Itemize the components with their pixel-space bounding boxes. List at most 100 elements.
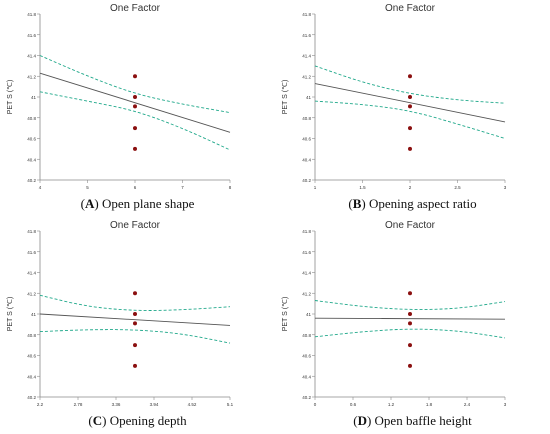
chart-panel-a: One Factor PET S (℃) 40.2 40.4 40.6 40.8 41 41.…	[0, 0, 275, 217]
data-point	[408, 104, 412, 109]
caption-text: Open baffle height	[374, 413, 472, 428]
ci-upper-curve	[314, 300, 506, 310]
data-point	[408, 95, 412, 99]
data-point	[133, 291, 137, 296]
y-axis-label: PET S (℃)	[282, 80, 289, 115]
y-tick-label: 41.6	[27, 250, 36, 255]
x-tick-label: 6	[134, 185, 137, 190]
data-point	[133, 343, 137, 348]
x-tick-label: 2.78	[74, 402, 83, 407]
data-point	[408, 312, 412, 316]
x-tick-label: 1	[314, 185, 317, 190]
data-point	[133, 126, 137, 131]
y-tick-label: 40.4	[302, 157, 311, 162]
caption-letter: B	[352, 196, 362, 211]
y-tick-label: 40.2	[27, 178, 36, 183]
x-tick-label: 2	[409, 185, 412, 190]
y-tick-label: 41.2	[27, 291, 36, 296]
y-tick-label: 41	[31, 95, 37, 100]
chart-svg-a: One Factor PET S (℃) 40.2 40.4 40.6 40.8 41 41.…	[7, 3, 232, 190]
x-tick-label: 7	[181, 185, 184, 190]
y-tick-label: 41.8	[302, 229, 311, 234]
y-tick-label: 40.2	[302, 395, 311, 400]
y-tick-label: 41.4	[302, 54, 311, 59]
data-point	[408, 321, 412, 326]
x-tick-label: 8	[229, 185, 232, 190]
chart-caption-a: (A) Open plane shape	[80, 196, 195, 211]
ci-upper-curve	[39, 294, 231, 311]
chart-caption-c: (C) Opening depth	[88, 413, 187, 428]
fit-line	[314, 83, 506, 123]
y-tick-label: 41.8	[302, 12, 311, 17]
data-point	[408, 291, 412, 296]
y-tick-label: 40.6	[27, 137, 36, 142]
x-tick-label: 3.94	[150, 402, 159, 407]
caption-letter: A	[84, 196, 95, 211]
data-point	[133, 312, 137, 316]
data-point	[408, 74, 412, 79]
chart-panel-d: One Factor PET S (℃) 40.2 40.4 40.6 40.8 41 41.…	[275, 217, 550, 434]
chart-title: One Factor	[385, 220, 436, 231]
y-tick-label: 41.2	[302, 291, 311, 296]
chart-svg-d: One Factor PET S (℃) 40.2 40.4 40.6 40.8 41 41.…	[282, 220, 507, 407]
y-axis-label: PET S (℃)	[7, 297, 14, 332]
y-tick-label: 40.2	[27, 395, 36, 400]
data-point	[408, 343, 412, 348]
caption-text: Opening depth	[109, 413, 187, 428]
y-tick-label: 41.8	[27, 229, 36, 234]
caption-text: Opening aspect ratio	[369, 196, 477, 211]
y-tick-label: 40.8	[302, 333, 311, 338]
data-point	[408, 363, 412, 368]
y-tick-label: 40.2	[302, 178, 311, 183]
chart-title: One Factor	[385, 3, 436, 14]
data-point	[133, 146, 137, 151]
y-tick-label: 40.8	[27, 116, 36, 121]
x-tick-label: 5	[86, 185, 89, 190]
y-tick-label: 41	[306, 95, 312, 100]
x-tick-label: 3	[504, 185, 507, 190]
data-point	[133, 321, 137, 326]
chart-panel-c: One Factor PET S (℃) 40.2 40.4 40.6 40.8 41 41.…	[0, 217, 275, 434]
y-tick-label: 41.2	[302, 74, 311, 79]
data-point	[408, 126, 412, 131]
y-tick-label: 40.4	[302, 374, 311, 379]
y-tick-label: 41.2	[27, 74, 36, 79]
x-tick-label: 0.6	[350, 402, 357, 407]
y-tick-label: 40.8	[27, 333, 36, 338]
caption-text: Open plane shape	[101, 196, 195, 211]
chart-caption-b: (B) Opening aspect ratio	[348, 196, 477, 211]
fit-line	[39, 313, 231, 326]
x-tick-label: 5.1	[227, 402, 234, 407]
chart-svg-b: One Factor PET S (℃) 40.2 40.4 40.6 40.8 41 41.…	[282, 3, 507, 190]
data-point	[133, 104, 137, 109]
fit-line	[39, 72, 231, 133]
y-axis-label: PET S (℃)	[7, 80, 14, 115]
y-tick-label: 41.6	[302, 33, 311, 38]
ci-lower-curve	[314, 100, 506, 139]
y-tick-label: 41.4	[27, 271, 36, 276]
ci-upper-curve	[39, 55, 231, 114]
caption-letter: D	[357, 413, 367, 428]
caption-letter: C	[92, 413, 103, 428]
x-tick-label: 2.4	[464, 402, 471, 407]
chart-svg-c: One Factor PET S (℃) 40.2 40.4 40.6 40.8 41 41.…	[7, 220, 234, 407]
y-tick-label: 41.4	[302, 271, 311, 276]
y-tick-label: 41	[31, 312, 37, 317]
data-point	[133, 74, 137, 79]
y-tick-label: 40.6	[27, 354, 36, 359]
y-tick-label: 40.8	[302, 116, 311, 121]
chart-title: One Factor	[110, 3, 161, 14]
x-tick-label: 1.5	[359, 185, 366, 190]
y-tick-label: 41.8	[27, 12, 36, 17]
chart-panel-b: One Factor PET S (℃) 40.2 40.4 40.6 40.8 41 41.…	[275, 0, 550, 217]
y-tick-label: 41.6	[302, 250, 311, 255]
chart-caption-d: (D) Open baffle height	[353, 413, 472, 428]
x-tick-label: 4	[39, 185, 42, 190]
y-tick-label: 40.4	[27, 374, 36, 379]
x-tick-label: 3	[504, 402, 507, 407]
x-tick-label: 1.8	[426, 402, 433, 407]
y-tick-label: 40.4	[27, 157, 36, 162]
y-axis-label: PET S (℃)	[282, 297, 289, 332]
data-point	[133, 95, 137, 99]
chart-title: One Factor	[110, 220, 161, 231]
